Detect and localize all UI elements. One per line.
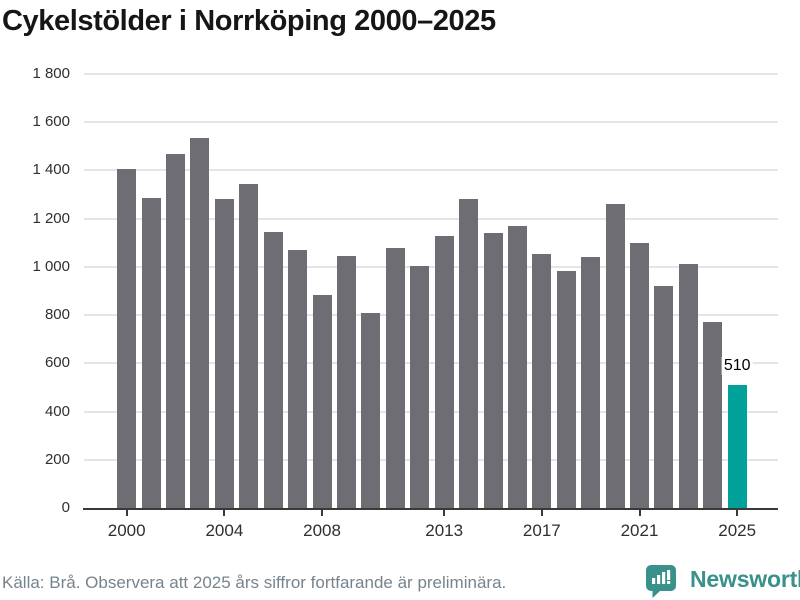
bar-2012 — [410, 265, 430, 508]
x-axis-label-2025: 2025 — [718, 521, 757, 540]
bar-2022 — [654, 286, 674, 508]
bar-2003 — [190, 137, 210, 508]
newsworthy-brand-text: Newsworthy — [690, 566, 800, 592]
bar-2016 — [507, 225, 527, 508]
gridline-200 — [84, 458, 778, 461]
source-note: Källa: Brå. Observera att 2025 års siffr… — [2, 573, 507, 592]
bar-2011 — [385, 247, 405, 508]
bar-2005 — [239, 183, 259, 508]
x-axis-label-2017: 2017 — [522, 521, 561, 540]
bar-2010 — [361, 312, 381, 508]
y-axis-label-200: 200 — [44, 450, 70, 468]
y-axis-label-800: 800 — [44, 306, 70, 324]
y-axis-label-1600: 1 600 — [32, 113, 70, 131]
bar-2025 — [727, 385, 747, 508]
bar-2013 — [434, 235, 454, 508]
bar-2017 — [532, 253, 552, 508]
x-axis-tick-2017 — [540, 510, 543, 516]
bar-2001 — [141, 198, 161, 508]
gridline-1800 — [84, 73, 778, 75]
gridline-800 — [84, 314, 778, 317]
x-axis-tick-2013 — [443, 510, 446, 516]
bar-2007 — [288, 250, 308, 508]
bar-2014 — [459, 199, 479, 508]
y-axis-label-1800: 1 800 — [32, 65, 70, 82]
gridline-1600 — [84, 121, 778, 124]
x-axis-tick-2000 — [125, 510, 128, 516]
y-axis-label-1000: 1 000 — [32, 257, 70, 275]
gridline-400 — [84, 410, 778, 413]
x-axis-label-2008: 2008 — [303, 521, 341, 540]
bar-2009 — [336, 256, 356, 508]
bar-2019 — [581, 257, 601, 508]
bar-2015 — [483, 233, 503, 508]
x-axis-tick-2004 — [223, 510, 226, 516]
y-axis-label-400: 400 — [44, 402, 70, 420]
gridline-1200 — [84, 217, 778, 220]
gridline-1400 — [84, 169, 778, 172]
newsworthy-logo-icon — [646, 565, 676, 598]
gridline-1000 — [84, 265, 778, 268]
x-axis-tick-2021 — [638, 510, 641, 516]
bar-2004 — [214, 199, 234, 508]
x-axis-label-2021: 2021 — [620, 521, 659, 540]
bar-2021 — [630, 242, 650, 508]
x-axis-line — [83, 508, 778, 510]
bar-2023 — [678, 264, 698, 508]
x-axis-label-2013: 2013 — [425, 521, 464, 540]
y-axis-label-1200: 1 200 — [32, 209, 70, 227]
bar-2006 — [263, 231, 283, 508]
bar-2008 — [312, 294, 332, 508]
x-axis-tick-2008 — [321, 510, 324, 516]
bar-2018 — [556, 270, 576, 508]
bar-2002 — [166, 153, 186, 508]
bar-2000 — [117, 169, 137, 508]
y-axis-label-600: 600 — [44, 354, 70, 372]
y-axis-label-0: 0 — [61, 499, 70, 516]
highlight-value-label: 510 — [721, 357, 753, 376]
bar-2024 — [703, 322, 723, 508]
bar-2020 — [605, 204, 625, 508]
x-axis-label-2000: 2000 — [107, 521, 146, 540]
chart-title: Cykelstölder i Norrköping 2000–2025 — [2, 5, 496, 37]
y-axis-label-1400: 1 400 — [32, 161, 70, 179]
x-axis-label-2004: 2004 — [205, 521, 244, 540]
x-axis-tick-2025 — [736, 510, 739, 516]
gridline-600 — [84, 362, 778, 365]
